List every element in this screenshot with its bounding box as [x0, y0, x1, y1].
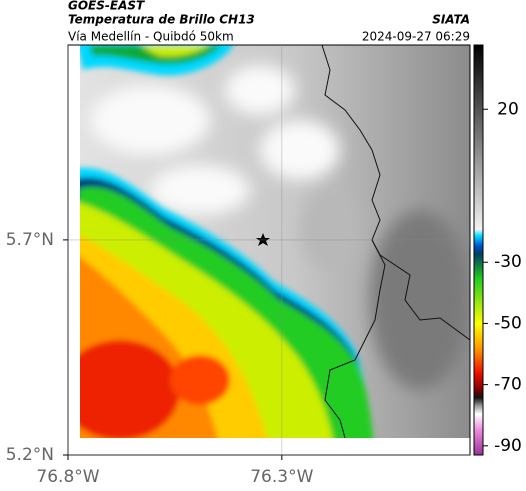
colorbar — [473, 44, 484, 456]
y-tick-label: 5.7°N — [6, 230, 54, 250]
title: GOES-EAST — [68, 0, 145, 13]
colorbar-tick-label: -50 — [494, 313, 522, 333]
colorbar-tick-label: 20 — [497, 99, 519, 119]
satellite-image — [80, 45, 470, 438]
colorbar-tick-label: -30 — [494, 252, 522, 272]
subtitle: Temperatura de Brillo CH13 — [68, 13, 255, 27]
timestamp: 2024-09-27 06:29 — [362, 30, 470, 44]
location: Vía Medellín - Quibdó 50km — [68, 30, 234, 44]
colorbar-tick-label: -70 — [494, 375, 522, 395]
source: SIATA — [432, 13, 470, 27]
location-marker — [256, 233, 270, 246]
colorbar-tick-label: -90 — [494, 436, 522, 456]
y-tick-label: 5.2°N — [6, 445, 54, 465]
x-tick-label: 76.8°W — [36, 467, 99, 487]
x-tick-label: 76.3°W — [250, 467, 313, 487]
